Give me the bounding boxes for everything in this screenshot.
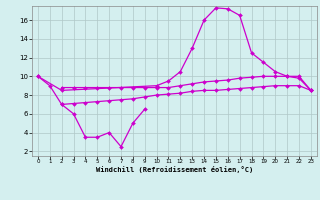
X-axis label: Windchill (Refroidissement éolien,°C): Windchill (Refroidissement éolien,°C)	[96, 166, 253, 173]
